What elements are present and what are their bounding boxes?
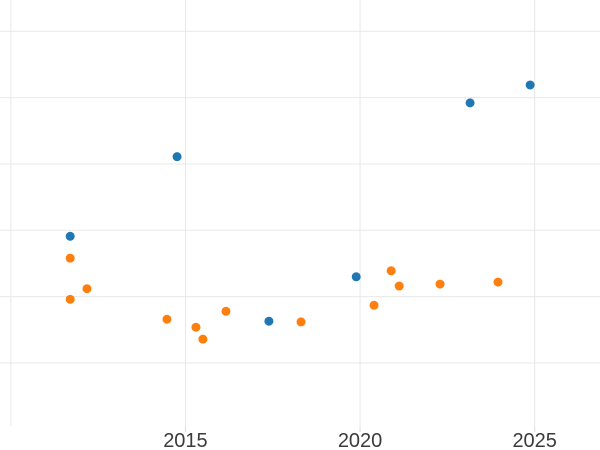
x-tick-label: 2025	[512, 430, 557, 450]
data-point-orange	[191, 322, 201, 332]
data-point-orange	[65, 294, 75, 304]
data-point-orange	[162, 314, 172, 324]
data-point-orange	[369, 300, 379, 310]
data-point-orange	[65, 253, 75, 263]
data-point-blue	[465, 98, 475, 108]
data-point-orange	[386, 266, 396, 276]
data-point-blue	[525, 80, 535, 90]
data-point-orange	[82, 284, 92, 294]
data-point-orange	[221, 306, 231, 316]
data-point-blue	[65, 231, 75, 241]
data-point-orange	[296, 317, 306, 327]
data-point-orange	[493, 277, 503, 287]
data-point-orange	[435, 279, 445, 289]
data-point-blue	[351, 272, 361, 282]
data-point-orange	[394, 281, 404, 291]
data-point-blue	[172, 152, 182, 162]
data-point-blue	[264, 316, 274, 326]
data-point-orange	[198, 334, 208, 344]
x-tick-label: 2020	[338, 430, 383, 450]
x-tick-label: 2015	[163, 430, 208, 450]
